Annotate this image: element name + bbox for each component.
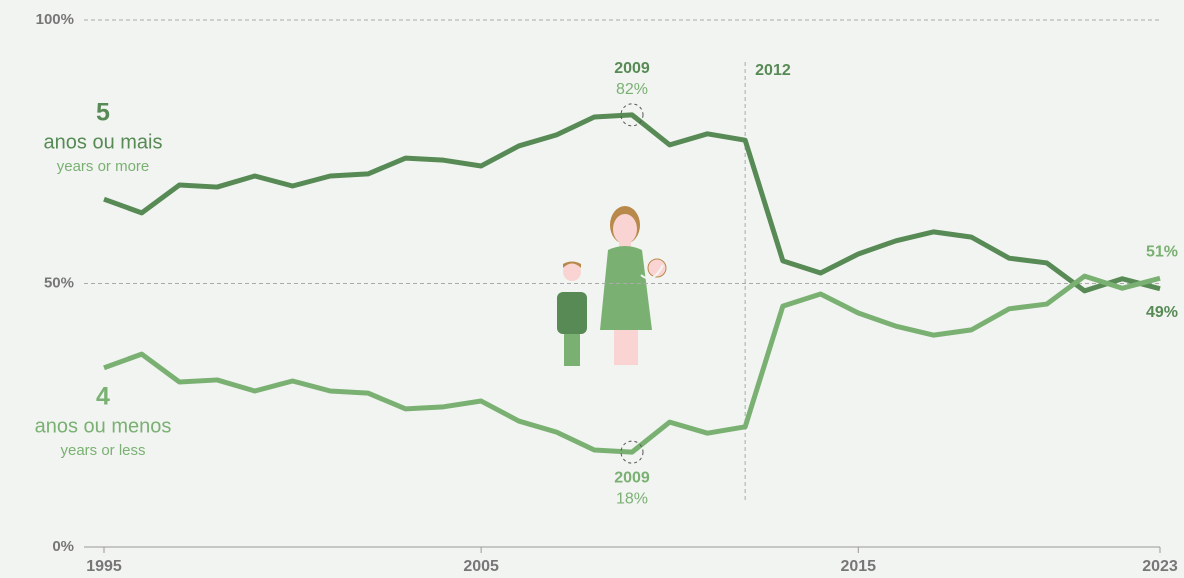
annotation: 2009 [614, 60, 650, 77]
value-label: 18% [616, 490, 648, 507]
series-name: anos ou mais [44, 131, 163, 153]
series-name: anos ou menos [35, 415, 172, 437]
chart: 0% 50% 100% 1995 2005 2015 2023 2012 5 anos ou ma… [0, 0, 1184, 578]
annotation: 2009 [614, 469, 650, 486]
series-subtitle: years or more [57, 158, 150, 175]
end-label: 49% [1146, 304, 1178, 321]
illustration [557, 206, 666, 366]
page: 0% 50% 100% 1995 2005 2015 2023 2012 5 anos ou ma… [0, 0, 1184, 578]
series-subtitle: years or less [60, 442, 145, 459]
x-tick-label: 2015 [840, 558, 876, 575]
y-tick-label: 100% [36, 11, 74, 28]
series-number: 5 [96, 99, 110, 127]
x-tick-label: 2023 [1142, 558, 1178, 575]
value-label: 82% [616, 81, 648, 98]
y-tick-label: 0% [52, 538, 74, 555]
end-label: 51% [1146, 243, 1178, 260]
series-number: 4 [96, 383, 110, 411]
vline-label: 2012 [755, 62, 791, 79]
x-tick-label: 2005 [463, 558, 499, 575]
x-tick-label: 1995 [86, 558, 122, 575]
y-tick-label: 50% [44, 274, 74, 291]
